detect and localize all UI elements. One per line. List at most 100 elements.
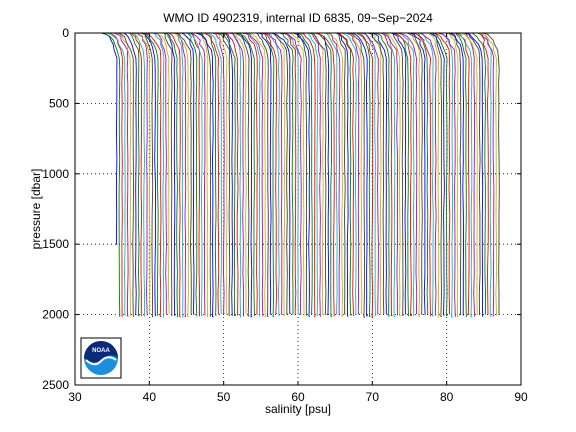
profile-line [282, 32, 302, 315]
profile-line [101, 32, 118, 245]
profile-line [409, 32, 426, 316]
x-tick-label: 50 [217, 390, 231, 404]
profile-line [204, 32, 220, 315]
profile-line [272, 32, 286, 316]
profile-line [438, 32, 454, 318]
profile-line [432, 32, 448, 316]
profile-line [306, 32, 319, 316]
profile-line [457, 32, 473, 318]
profile-line [113, 32, 129, 317]
y-tick-label: 1500 [42, 237, 69, 251]
profile-line [338, 32, 352, 316]
profile-line [391, 32, 404, 316]
profile-line [437, 32, 456, 318]
profile-line [477, 32, 489, 315]
profile-line [348, 32, 363, 315]
profile-line [310, 32, 322, 317]
profile-line [294, 32, 308, 316]
profile-line [244, 32, 261, 317]
profile-line [207, 32, 222, 315]
profile-line [349, 32, 365, 318]
profile-line [128, 32, 140, 317]
profile-line [163, 32, 173, 316]
profile-line [308, 32, 327, 315]
profile-line [166, 32, 176, 316]
profile-line [294, 32, 313, 315]
profile-line [255, 32, 269, 317]
x-tick-label: 30 [68, 390, 82, 404]
profile-line [371, 32, 387, 315]
profile-line [358, 32, 371, 317]
profile-line [335, 32, 349, 317]
profile-line [263, 32, 283, 315]
profile-line [271, 32, 288, 315]
profile-line [325, 32, 338, 315]
profile-line [392, 32, 412, 316]
y-tick-label: 2500 [42, 378, 69, 392]
profile-line [335, 32, 355, 316]
profile-line [152, 32, 165, 318]
profile-line [258, 32, 272, 315]
profile-line [300, 32, 316, 318]
profile-line [314, 32, 335, 317]
profile-line [105, 32, 126, 316]
profile-line [261, 32, 277, 315]
profile-line [131, 32, 143, 317]
profile-line [417, 32, 429, 315]
profile-line [118, 32, 134, 317]
x-tick-label: 40 [143, 390, 157, 404]
profile-line [284, 32, 299, 315]
profile-line [432, 32, 451, 315]
profile-line [171, 32, 189, 318]
y-tick-label: 500 [49, 96, 69, 110]
profile-line [104, 32, 121, 318]
profile-line [235, 32, 250, 317]
chart-title: WMO ID 4902319, internal ID 6835, 09−Sep… [163, 11, 433, 25]
profile-line [373, 32, 390, 317]
profile-line [185, 32, 203, 316]
profile-line [417, 32, 434, 317]
profile-line [241, 32, 258, 315]
profile-line [454, 32, 470, 315]
x-tick-label: 60 [291, 390, 305, 404]
profile-line [132, 32, 146, 317]
profile-line [391, 32, 407, 315]
profile-line [261, 32, 275, 318]
profile-line [314, 32, 332, 318]
profile-line [429, 32, 445, 316]
profile-line [324, 32, 344, 317]
profile-line [196, 32, 209, 318]
profile-line [140, 32, 159, 316]
profile-line [117, 32, 132, 317]
x-axis-label: salinity [psu] [265, 402, 331, 416]
profile-line [360, 32, 376, 316]
y-tick-label: 1000 [42, 167, 69, 181]
profile-line [409, 32, 421, 317]
profile-line [478, 32, 498, 316]
profile-line [446, 32, 459, 318]
profile-line [345, 32, 360, 315]
profile-line [448, 32, 462, 316]
profile-line [232, 32, 247, 315]
y-tick-label: 0 [62, 26, 69, 40]
profile-line [288, 32, 305, 317]
profile-line [218, 32, 236, 317]
profile-line [455, 32, 467, 318]
profile-line [139, 32, 157, 317]
logo-sky [84, 341, 118, 363]
profile-line [142, 32, 154, 317]
profile-line [460, 32, 478, 316]
noaa-logo: NOAA [80, 337, 122, 379]
profile-line [381, 32, 399, 316]
profile-line [223, 32, 239, 316]
x-tick-label: 70 [366, 390, 380, 404]
profile-line [137, 32, 148, 316]
profile-line [471, 32, 487, 315]
profile-line [464, 32, 481, 315]
profile-line [222, 32, 233, 316]
logo-text: NOAA [92, 348, 110, 354]
profile-line [397, 32, 415, 316]
profile-line [180, 32, 195, 315]
profile-line [367, 32, 385, 315]
profile-line [164, 32, 178, 318]
